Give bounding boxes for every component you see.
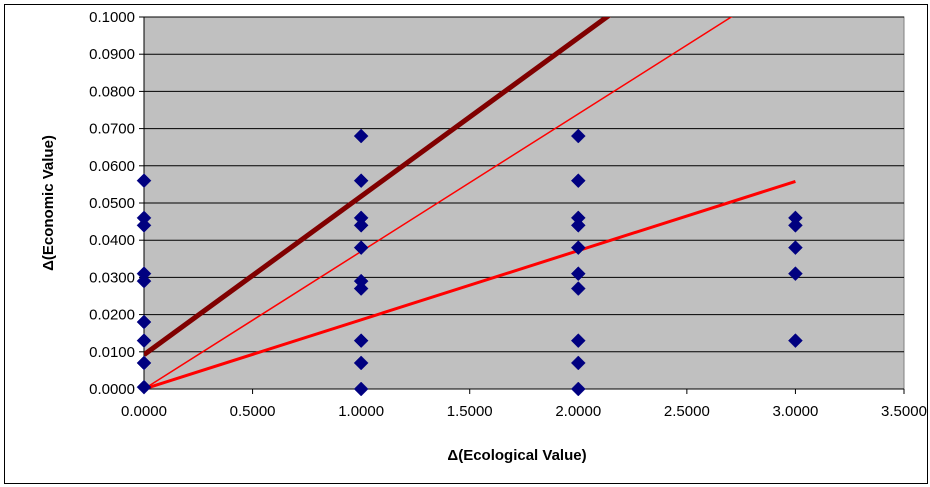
data-point — [136, 333, 152, 348]
data-point — [570, 173, 586, 189]
x-tick-label: 1.5000 — [447, 403, 493, 420]
data-point — [136, 355, 152, 371]
x-tick-label: 0.0000 — [121, 403, 167, 420]
trend-line-1 — [144, 17, 612, 357]
data-point — [353, 355, 369, 371]
data-point — [570, 381, 586, 397]
trend-lines — [144, 17, 796, 389]
data-point — [570, 128, 586, 144]
data-point — [353, 381, 369, 397]
y-tick-label: 0.0800 — [89, 83, 135, 100]
data-point — [570, 217, 586, 233]
y-tick-label: 0.0600 — [89, 158, 135, 175]
y-tick-label: 0.0100 — [89, 344, 135, 361]
y-tick-label: 0.0700 — [89, 121, 135, 138]
x-tick-label: 3.0000 — [772, 403, 818, 420]
x-tick-label: 1.0000 — [338, 403, 384, 420]
trend-line-2 — [144, 17, 733, 389]
x-tick-label: 0.5000 — [230, 403, 276, 420]
y-tick-labels: 0.0000 0.0100 0.0200 0.0300 0.0400 0.0500 0.06… — [89, 9, 135, 398]
data-point — [570, 266, 586, 282]
data-point — [570, 333, 586, 348]
trend-line-3 — [144, 179, 796, 389]
gridlines — [144, 16, 904, 353]
data-point — [788, 266, 803, 282]
y-tick-label: 0.0200 — [89, 307, 135, 324]
data-point — [136, 273, 152, 289]
data-point — [136, 217, 152, 233]
y-tick-label: 0.0900 — [89, 46, 135, 63]
data-point — [788, 217, 803, 233]
data-point — [570, 355, 586, 371]
data-point — [570, 281, 586, 296]
y-tick-label: 0.0000 — [89, 381, 135, 398]
data-point — [353, 333, 369, 348]
x-tick-label: 3.5000 — [881, 403, 927, 420]
x-tick-label: 2.0000 — [555, 403, 601, 420]
y-tick-label: 0.0400 — [89, 232, 135, 249]
data-points — [136, 128, 803, 397]
data-point — [353, 128, 369, 144]
data-point — [353, 281, 369, 296]
data-point — [136, 173, 152, 189]
data-point — [353, 217, 369, 233]
x-tick-labels: 0.0000 0.5000 1.0000 1.5000 2.0000 2.5000 3.00… — [121, 403, 927, 420]
data-point — [353, 173, 369, 189]
x-tick-label: 2.5000 — [664, 403, 710, 420]
data-point — [136, 379, 152, 395]
data-point — [136, 314, 152, 330]
data-point — [353, 240, 369, 255]
data-point — [788, 333, 803, 348]
y-tick-label: 0.1000 — [89, 9, 135, 26]
y-tick-label: 0.0500 — [89, 195, 135, 212]
y-axis-title: Δ(Economic Value) — [40, 135, 57, 271]
data-point — [570, 240, 586, 255]
data-point — [788, 240, 803, 255]
x-axis-title: Δ(Ecological Value) — [447, 447, 586, 464]
y-tick-label: 0.0300 — [89, 269, 135, 286]
